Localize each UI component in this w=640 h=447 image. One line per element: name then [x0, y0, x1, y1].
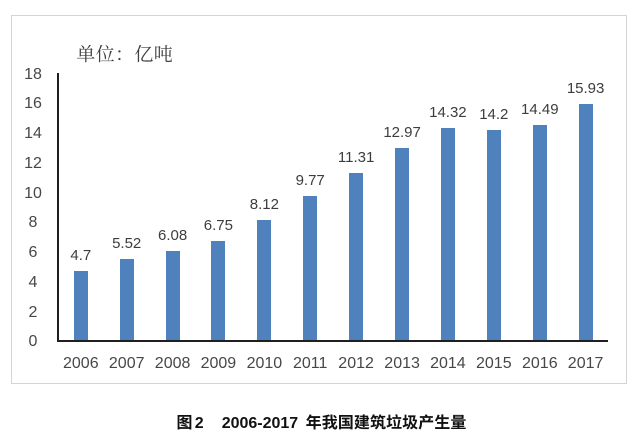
- svg-text:2006-2017: 2006-2017: [222, 415, 299, 432]
- svg-text:2: 2: [195, 415, 204, 432]
